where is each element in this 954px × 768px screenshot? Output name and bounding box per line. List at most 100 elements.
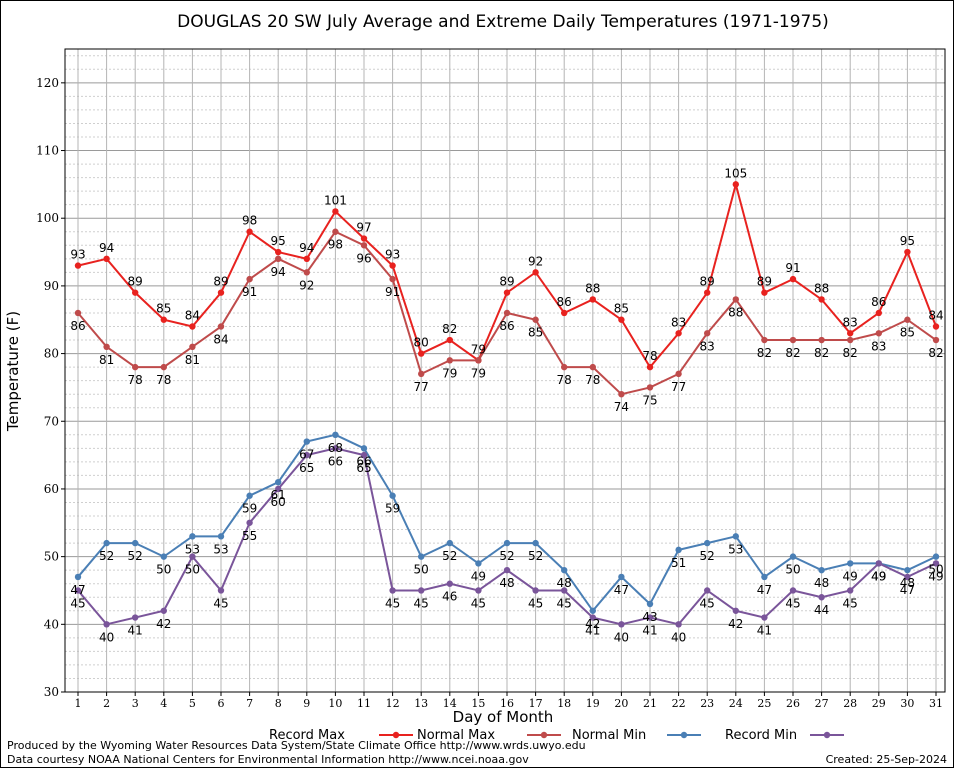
- normal-max-point: [246, 275, 253, 283]
- normal-max-point: [446, 357, 453, 364]
- normal-max-data-label: 79: [471, 366, 486, 380]
- normal-max-data-label: 82: [757, 346, 772, 360]
- data-labels: 93 94 89 85 84 89 98 95 94 101 97 93 80 82 79 89 92 86 88 8…: [70, 166, 943, 644]
- record-min-point: [246, 519, 253, 526]
- legend-marker-record-max: [392, 731, 400, 739]
- normal-max-data-label: 78: [585, 373, 600, 387]
- normal-max-point: [217, 323, 225, 330]
- normal-min-point: [275, 478, 282, 486]
- normal-max-data-label: 85: [528, 326, 543, 340]
- normal-min-data-label: 66: [356, 454, 371, 468]
- record-min-point: [132, 614, 139, 621]
- record-min-point: [332, 445, 339, 452]
- normal-min-point: [303, 438, 310, 445]
- normal-min-point: [589, 607, 596, 614]
- y-tick-label: 70: [44, 414, 59, 428]
- record-min-point: [532, 587, 539, 594]
- normal-min-point: [646, 600, 654, 608]
- normal-max-data-label: 82: [814, 346, 829, 360]
- x-tick-label: 25: [757, 697, 771, 710]
- normal-min-data-label: 49: [471, 569, 486, 583]
- normal-max-point: [132, 363, 139, 371]
- normal-max-data-label: 77: [671, 380, 686, 394]
- record-min-data-label: 45: [700, 596, 715, 610]
- record-min-data-label: 47: [900, 583, 915, 597]
- record-min-data-label: 45: [471, 596, 486, 610]
- x-tick-label: 9: [303, 697, 310, 710]
- record-min-point: [675, 621, 682, 628]
- y-tick-label: 90: [44, 279, 59, 293]
- normal-min-point: [675, 546, 682, 554]
- record-max-point: [561, 309, 568, 317]
- y-axis-label: Temperature (F): [4, 311, 22, 432]
- record-min-data-label: 40: [99, 630, 114, 644]
- record-max-point: [875, 309, 882, 317]
- normal-max-data-label: 78: [156, 373, 171, 387]
- normal-min-point: [360, 445, 368, 452]
- normal-min-data-label: 53: [185, 542, 200, 556]
- x-tick-label: 12: [386, 697, 400, 710]
- normal-min-data-label: 52: [442, 549, 457, 563]
- y-ticks: 30 40 50 60 70 80 90 100 110 120: [36, 76, 65, 699]
- record-max-data-label: 98: [242, 214, 257, 228]
- normal-min-point: [732, 533, 739, 540]
- record-min-point: [789, 587, 797, 594]
- legend-marker-normal-max: [540, 731, 548, 739]
- x-tick-label: 20: [614, 697, 628, 710]
- normal-min-data-label: 50: [156, 563, 171, 577]
- record-max-data-label: 82: [442, 322, 457, 336]
- x-tick-label: 7: [246, 697, 253, 710]
- normal-max-data-label: 91: [242, 285, 257, 299]
- normal-max-data-label: 82: [928, 346, 943, 360]
- record-min-data-label: 60: [271, 495, 286, 509]
- normal-min-point: [246, 492, 253, 499]
- record-min-data-label: 65: [356, 461, 371, 475]
- record-max-data-label: 88: [585, 281, 600, 295]
- normal-max-point: [904, 316, 911, 323]
- grid: [65, 49, 945, 692]
- record-min-point: [446, 580, 453, 587]
- normal-max-data-label: 96: [356, 251, 371, 265]
- normal-min-point: [561, 566, 568, 574]
- record-min-data-label: 46: [442, 590, 457, 604]
- record-max-data-label: 93: [385, 248, 400, 262]
- footer-produced: Produced by the Wyoming Water Resources …: [7, 739, 586, 752]
- record-max-point: [589, 296, 596, 303]
- record-min-data-label: 41: [757, 624, 772, 638]
- normal-max-point: [189, 343, 196, 351]
- record-max-point: [904, 248, 911, 256]
- legend-marker-record-min: [823, 731, 831, 739]
- normal-max-point: [818, 336, 825, 344]
- record-max-point: [389, 262, 396, 269]
- legend-label-normal-max: Normal Max: [417, 728, 495, 743]
- record-min-point: [932, 560, 940, 567]
- record-min-data-label: 49: [871, 569, 886, 583]
- record-max-data-label: 79: [471, 342, 486, 356]
- y-tick-label: 120: [36, 76, 59, 90]
- x-tick-label: 21: [643, 697, 657, 710]
- record-max-point: [74, 262, 82, 269]
- record-min-data-label: 45: [70, 596, 85, 610]
- chart-title: DOUGLAS 20 SW July Average and Extreme D…: [177, 12, 829, 32]
- normal-max-point: [303, 269, 310, 276]
- record-max-data-label: 83: [843, 315, 858, 329]
- x-tick-label: 16: [500, 697, 514, 710]
- normal-min-data-label: 51: [671, 556, 686, 570]
- record-min-point: [103, 621, 110, 628]
- record-min-point: [160, 607, 167, 614]
- normal-min-point: [418, 553, 425, 560]
- record-min-data-label: 45: [785, 596, 800, 610]
- normal-min-data-label: 68: [328, 441, 343, 455]
- legend-label-record-min: Record Min: [725, 728, 797, 743]
- normal-max-point: [74, 309, 82, 317]
- plot-area: [64, 48, 946, 693]
- record-min-point: [761, 614, 768, 621]
- record-max-point: [847, 330, 854, 337]
- normal-min-point: [132, 539, 139, 547]
- x-tick-label: 28: [843, 697, 857, 710]
- normal-max-point: [589, 363, 596, 371]
- record-min-data-label: 40: [614, 630, 629, 644]
- record-min-data-label: 49: [928, 569, 943, 583]
- normal-max-point: [275, 255, 282, 263]
- record-max-point: [704, 289, 711, 296]
